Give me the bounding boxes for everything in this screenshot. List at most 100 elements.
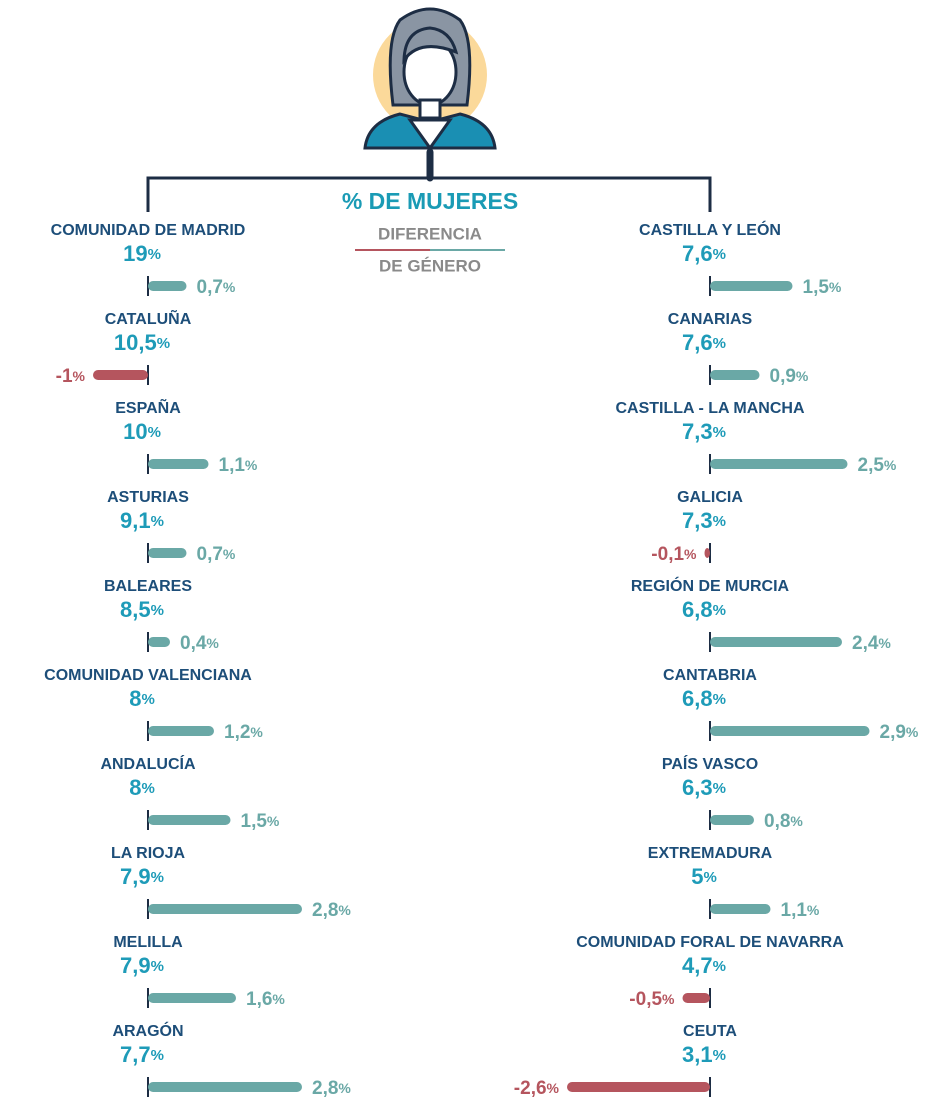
unit: %: [713, 513, 726, 530]
diff-label: 1,5%: [803, 277, 842, 298]
region-name: COMUNIDAD DE MADRID: [51, 222, 246, 239]
women-value: 7,6%: [682, 241, 726, 266]
women-number: 8,5: [120, 597, 151, 622]
bar: [710, 370, 760, 380]
unit: %: [206, 635, 219, 651]
women-number: 6,8: [682, 597, 713, 622]
women-value: 7,9%: [120, 864, 164, 889]
region-name: EXTREMADURA: [648, 845, 773, 862]
women-value: 8,5%: [120, 597, 164, 622]
diff-label: 1,6%: [246, 989, 285, 1010]
diff-number: -0,5: [629, 989, 662, 1010]
women-number: 7,3: [682, 508, 713, 533]
women-value: 4,7%: [682, 953, 726, 978]
bar: [704, 548, 710, 558]
unit: %: [151, 1047, 164, 1064]
diff-number: 1,5: [241, 811, 268, 832]
legend-label: DE GÉNERO: [379, 256, 481, 275]
unit: %: [713, 602, 726, 619]
region-name: BALEARES: [104, 578, 192, 595]
unit: %: [338, 902, 351, 918]
women-value: 5%: [691, 864, 717, 889]
women-number: 4,7: [682, 953, 713, 978]
region-name: GALICIA: [677, 489, 743, 506]
women-value: 10%: [123, 419, 161, 444]
unit: %: [713, 958, 726, 975]
diff-label: 0,9%: [770, 366, 809, 387]
legend-label: DIFERENCIA: [378, 224, 482, 243]
bar: [148, 637, 170, 647]
women-number: 7,6: [682, 241, 713, 266]
women-number: 10: [123, 419, 147, 444]
region-name: ARAGÓN: [112, 1021, 183, 1040]
region-name: COMUNIDAD FORAL DE NAVARRA: [576, 934, 844, 951]
diff-number: 2,8: [312, 900, 338, 921]
diff-label: 2,4%: [852, 633, 891, 654]
diff-number: 2,4: [852, 633, 879, 654]
region-name: REGIÓN DE MURCIA: [631, 576, 790, 595]
diff-label: 2,8%: [312, 900, 351, 921]
region-name: CATALUÑA: [105, 308, 192, 328]
diff-label: 0,7%: [197, 544, 236, 565]
bar: [710, 281, 793, 291]
diff-number: 0,9: [770, 366, 796, 387]
diff-label: -0,1%: [651, 544, 697, 565]
region-name: CASTILLA - LA MANCHA: [615, 400, 804, 417]
unit: %: [151, 869, 164, 886]
region-name: CANARIAS: [668, 311, 753, 328]
bar: [148, 904, 302, 914]
diff-label: 1,5%: [241, 811, 280, 832]
diff-number: 0,7: [197, 277, 223, 298]
unit: %: [151, 602, 164, 619]
unit: %: [713, 246, 726, 263]
title: % DE MUJERES: [342, 188, 518, 214]
diff-number: 1,2: [224, 722, 250, 743]
bar: [148, 993, 236, 1003]
women-number: 6,8: [682, 686, 713, 711]
bar: [148, 815, 231, 825]
women-number: 6,3: [682, 775, 713, 800]
diff-number: 0,4: [180, 633, 207, 654]
bar: [710, 637, 842, 647]
region-name: MELILLA: [113, 934, 183, 951]
region-name: LA RIOJA: [111, 845, 186, 862]
unit: %: [713, 691, 726, 708]
region-name: COMUNIDAD VALENCIANA: [44, 667, 252, 684]
diff-number: -1: [56, 366, 73, 387]
unit: %: [713, 780, 726, 797]
unit: %: [267, 813, 280, 829]
diff-number: 1,6: [246, 989, 272, 1010]
women-value: 7,9%: [120, 953, 164, 978]
women-value: 8%: [129, 775, 155, 800]
women-value: 7,6%: [682, 330, 726, 355]
region-name: CANTABRIA: [663, 667, 757, 684]
diff-label: 0,4%: [180, 633, 219, 654]
unit: %: [713, 1047, 726, 1064]
diff-number: 2,9: [880, 722, 906, 743]
women-number: 7,9: [120, 953, 151, 978]
diff-label: 1,1%: [219, 455, 258, 476]
region-name: CEUTA: [683, 1023, 737, 1040]
bracket: [146, 148, 712, 212]
unit: %: [148, 246, 161, 263]
women-number: 7,6: [682, 330, 713, 355]
unit: %: [807, 902, 820, 918]
bar: [148, 459, 209, 469]
unit: %: [245, 457, 258, 473]
women-value: 6,8%: [682, 597, 726, 622]
bar: [93, 370, 148, 380]
unit: %: [148, 424, 161, 441]
unit: %: [684, 546, 697, 562]
unit: %: [141, 691, 154, 708]
bar: [710, 459, 848, 469]
unit: %: [713, 424, 726, 441]
diff-label: -2,6%: [514, 1078, 560, 1099]
unit: %: [73, 368, 86, 384]
unit: %: [884, 457, 897, 473]
women-number: 8: [129, 775, 141, 800]
bar: [148, 1082, 302, 1092]
diff-label: 2,9%: [880, 722, 919, 743]
women-number: 7,9: [120, 864, 151, 889]
unit: %: [272, 991, 285, 1007]
